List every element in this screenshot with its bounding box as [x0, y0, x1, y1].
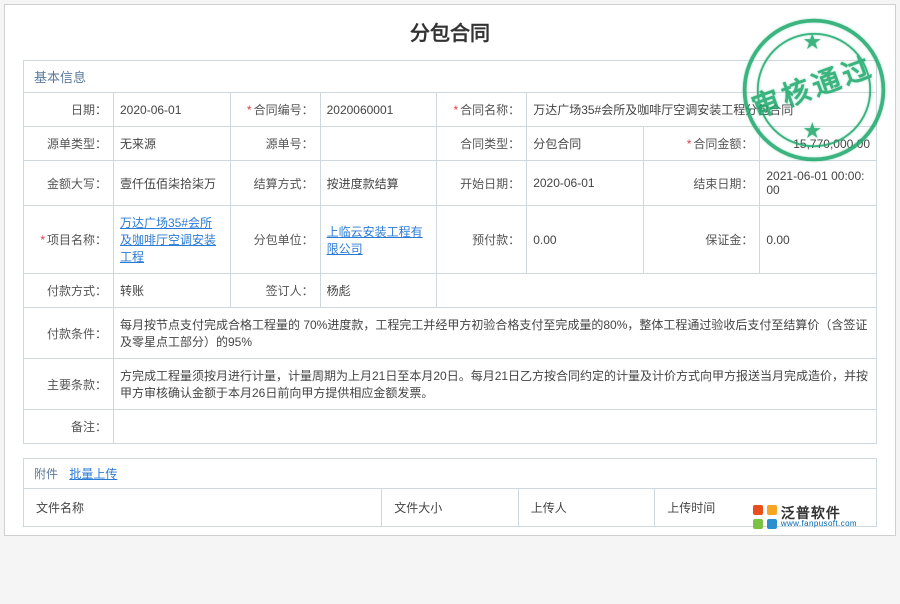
lbl-amount-words: 金额大写： [24, 161, 114, 206]
val-empty5 [437, 274, 877, 308]
attach-header: 附件 批量上传 [23, 458, 877, 488]
val-settle-method: 按进度款结算 [320, 161, 437, 206]
lbl-main-clause: 主要条款： [24, 359, 114, 410]
val-contract-name: 万达广场35#会所及咖啡厅空调安装工程分包合同 [527, 93, 877, 127]
lbl-settle-method: 结算方式： [230, 161, 320, 206]
lbl-sub-unit: 分包单位： [230, 206, 320, 274]
val-pay-method: 转账 [114, 274, 231, 308]
lbl-start-date: 开始日期： [437, 161, 527, 206]
lbl-remark: 备注： [24, 410, 114, 444]
batch-upload-link[interactable]: 批量上传 [69, 467, 117, 481]
col-uploader: 上传人 [518, 489, 654, 527]
val-start-date: 2020-06-01 [527, 161, 644, 206]
contract-page: ★ ★ 审核通过 分包合同 基本信息 日期： 2020-06-01 *合同编号：… [4, 4, 896, 536]
lbl-deposit: 保证金： [643, 206, 760, 274]
col-file-name: 文件名称 [24, 489, 382, 527]
lbl-prepay: 预付款： [437, 206, 527, 274]
val-contract-no: 2020060001 [320, 93, 437, 127]
logo-text-zh: 泛普软件 [781, 506, 857, 520]
lbl-pay-method: 付款方式： [24, 274, 114, 308]
val-deposit: 0.00 [760, 206, 877, 274]
page-title: 分包合同 [23, 17, 877, 46]
val-remark [114, 410, 877, 444]
val-sub-unit: 上临云安装工程有限公司 [320, 206, 437, 274]
val-source-type: 无来源 [114, 127, 231, 161]
val-source-no [320, 127, 437, 161]
lbl-pay-terms: 付款条件： [24, 308, 114, 359]
attach-title: 附件 [34, 467, 58, 481]
section-basic-header: 基本信息 [23, 60, 877, 92]
val-amount-words: 壹仟伍佰柒拾柒万 [114, 161, 231, 206]
lbl-contract-amount: *合同金额： [643, 127, 760, 161]
logo-squares-icon [753, 505, 777, 529]
val-date: 2020-06-01 [114, 93, 231, 127]
lbl-contract-no: *合同编号： [230, 93, 320, 127]
lbl-contract-name: *合同名称： [437, 93, 527, 127]
val-signer: 杨彪 [320, 274, 437, 308]
val-contract-type: 分包合同 [527, 127, 644, 161]
basic-info-table: 日期： 2020-06-01 *合同编号： 2020060001 *合同名称： … [23, 92, 877, 444]
val-contract-amount: 15,770,000.00 [760, 127, 877, 161]
lbl-source-type: 源单类型： [24, 127, 114, 161]
brand-logo: 泛普软件 www.fanpusoft.com [753, 505, 857, 529]
logo-text-en: www.fanpusoft.com [781, 520, 857, 528]
sub-unit-link[interactable]: 上临云安装工程有限公司 [327, 225, 423, 256]
val-project-name: 万达广场35#会所及咖啡厅空调安装工程 [114, 206, 231, 274]
col-file-size: 文件大小 [382, 489, 518, 527]
val-main-clause: 方完成工程量须按月进行计量，计量周期为上月21日至本月20日。每月21日乙方按合… [114, 359, 877, 410]
attach-table: 文件名称 文件大小 上传人 上传时间 [23, 488, 877, 527]
lbl-source-no: 源单号： [230, 127, 320, 161]
project-link[interactable]: 万达广场35#会所及咖啡厅空调安装工程 [120, 216, 216, 264]
lbl-end-date: 结束日期： [643, 161, 760, 206]
val-end-date: 2021-06-01 00:00:00 [760, 161, 877, 206]
lbl-signer: 签订人： [230, 274, 320, 308]
lbl-contract-type: 合同类型： [437, 127, 527, 161]
lbl-date: 日期： [24, 93, 114, 127]
lbl-project-name: *项目名称： [24, 206, 114, 274]
val-prepay: 0.00 [527, 206, 644, 274]
val-pay-terms: 每月按节点支付完成合格工程量的 70%进度款，工程完工并经甲方初验合格支付至完成… [114, 308, 877, 359]
